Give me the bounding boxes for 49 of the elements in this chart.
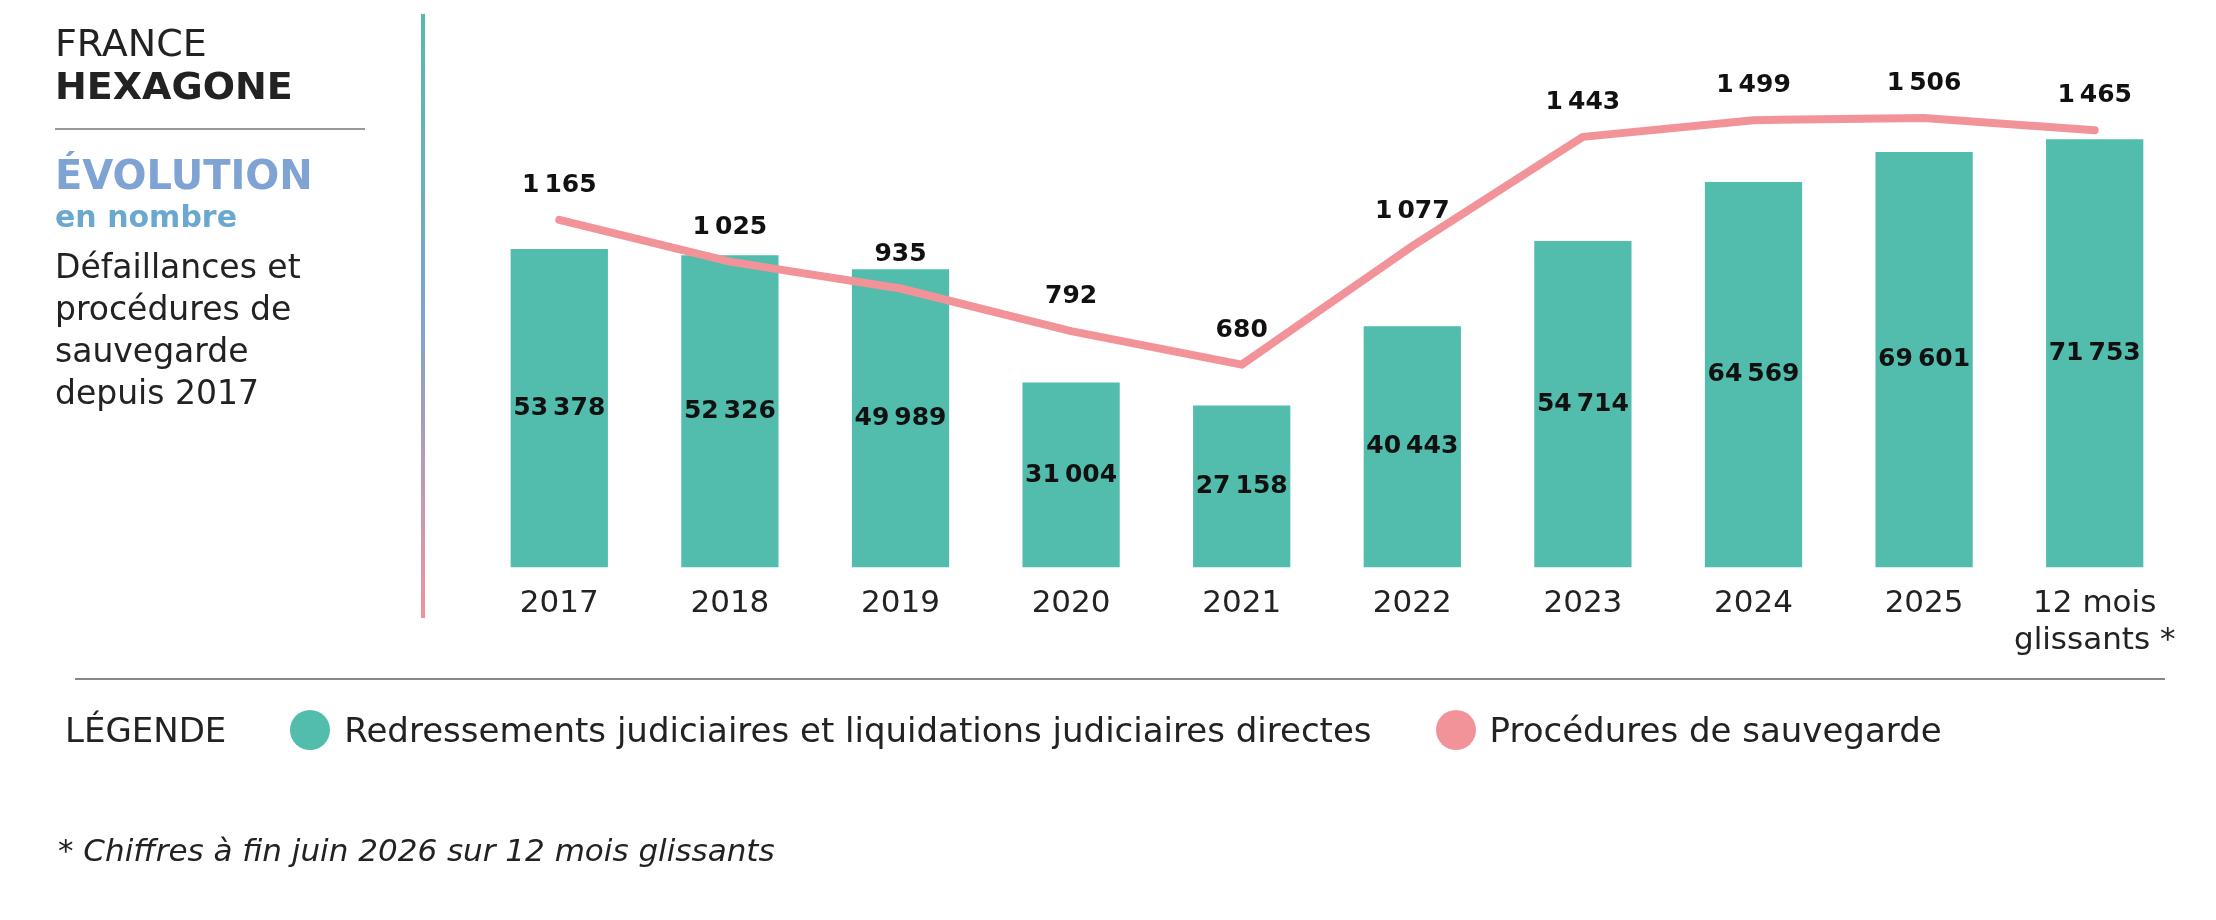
data-label: 1 165 [522,168,597,198]
data-label: 71 753 [2048,336,2141,366]
chart-subtitle: HEXAGONE [55,64,294,108]
x-tick-label: 2019 [861,583,940,620]
bar [1022,382,1120,568]
text: FRANCE [55,21,208,65]
data-label: 54 714 [1536,387,1629,417]
data-label: 40 443 [1366,430,1459,460]
text: * Chiffres à fin juin 2026 sur 12 mois glissants [58,832,775,868]
bar [1363,326,1461,568]
bar [681,255,779,568]
text: ÉVOLUTION [55,152,314,198]
x-tick-label: 2024 [1714,583,1793,620]
x-tick-label: 2017 [519,583,599,620]
bar [1704,182,1803,568]
x-tick-label: 2018 [690,583,770,620]
data-label: 1 443 [1545,85,1621,115]
data-label: 1 506 [1886,67,1962,97]
text: en nombre [55,198,238,236]
data-label: 1 077 [1375,195,1450,225]
x-tick-label: 12 mois glissants * [2013,583,2176,657]
data-label: 31 004 [1025,458,1118,488]
x-tick-label: 2021 [1202,583,1282,620]
data-label: 53 378 [513,391,606,421]
data-label: 680 [1215,313,1268,343]
bar [2046,139,2144,568]
data-label: 52 326 [683,394,776,424]
data-label: 935 [874,237,927,267]
bar [851,269,950,568]
data-label: 27 158 [1195,470,1288,500]
legend-title: LÉGENDE [65,710,227,750]
data-label: 49 989 [854,401,947,431]
bar [1193,405,1291,568]
x-tick-label: 2025 [1884,583,1964,620]
x-tick-label: 2023 [1543,583,1623,620]
data-label: 1 499 [1716,69,1791,99]
data-label: 69 601 [1878,343,1971,373]
legend-label: Redressements judiciaires et liquidations judiciaires directes [344,710,1372,750]
x-tick-label: 2022 [1372,583,1452,620]
bar [1534,240,1632,568]
data-label: 1 025 [692,210,768,240]
data-label: 792 [1045,280,1098,310]
bar [1875,152,1973,568]
legend-label: Procédures de sauvegarde [1489,710,1942,750]
bar [510,248,608,568]
x-tick-label: 2020 [1031,583,1111,620]
data-label: 1 465 [2057,79,2132,109]
text: Défaillances et procédures de sauvegarde depuis 2017 [55,246,302,414]
data-label: 64 569 [1707,358,1800,388]
